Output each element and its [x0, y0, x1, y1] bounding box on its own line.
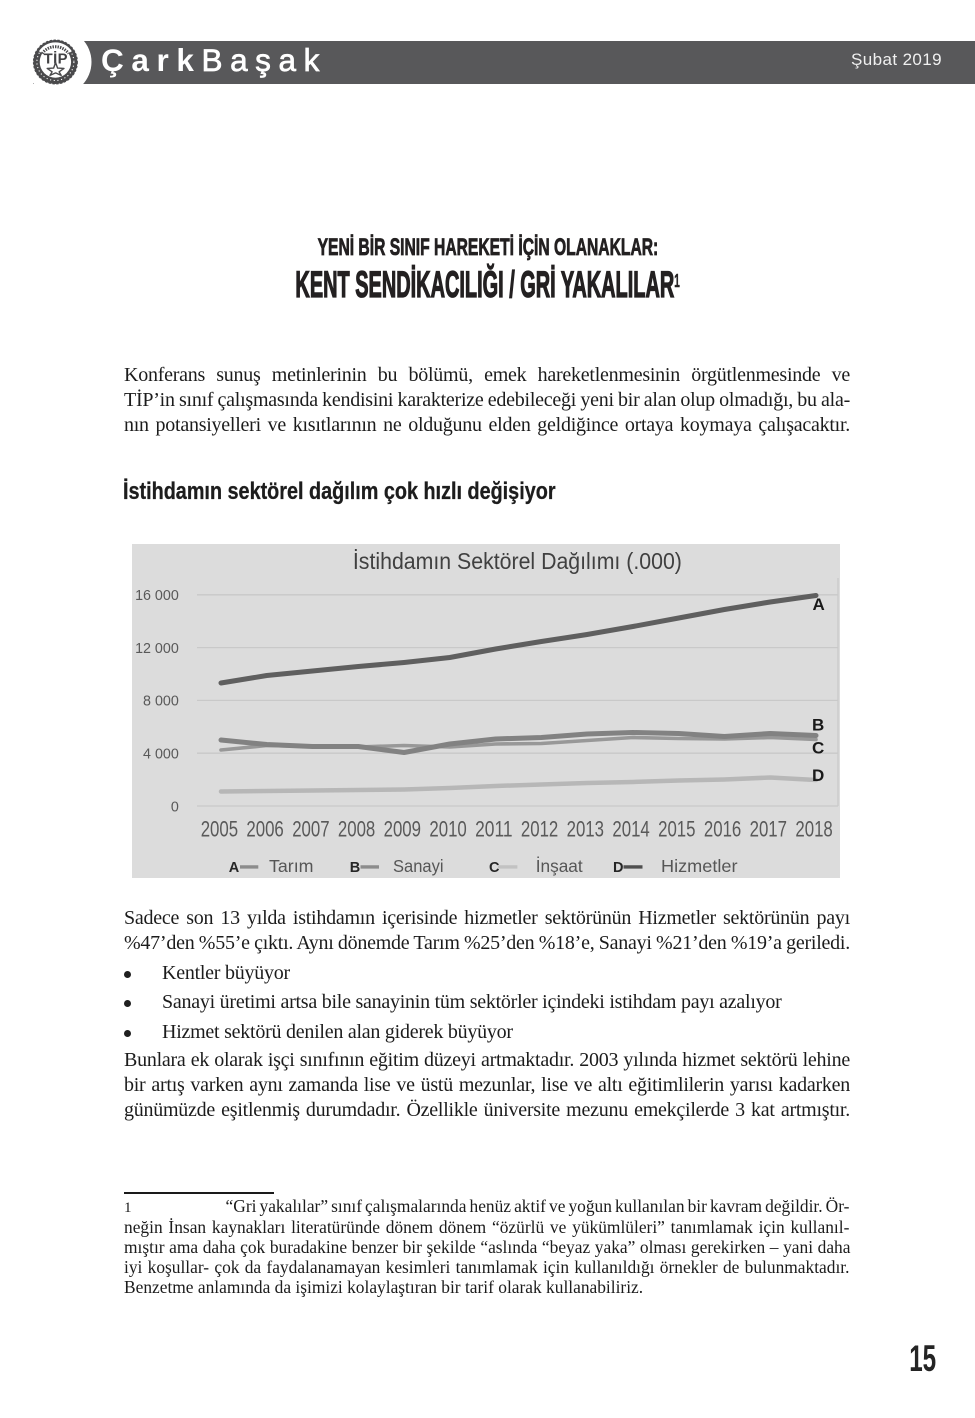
svg-text:2009: 2009 — [384, 817, 421, 842]
svg-text:12 000: 12 000 — [135, 641, 179, 657]
svg-text:2012: 2012 — [521, 817, 558, 842]
svg-text:C: C — [812, 739, 824, 758]
svg-text:B: B — [350, 860, 360, 876]
svg-text:2005: 2005 — [201, 817, 238, 842]
svg-text:8 000: 8 000 — [143, 694, 179, 710]
svg-text:0: 0 — [171, 799, 179, 815]
svg-text:A: A — [229, 860, 240, 876]
svg-text:TİP: TİP — [44, 51, 68, 68]
svg-text:B: B — [812, 716, 824, 735]
svg-text:D: D — [812, 766, 824, 785]
svg-text:16 000: 16 000 — [135, 588, 179, 604]
svg-text:Sanayi: Sanayi — [393, 856, 444, 876]
svg-text:Tarım: Tarım — [269, 856, 314, 876]
svg-text:D: D — [613, 860, 623, 876]
svg-text:A: A — [813, 595, 825, 614]
svg-text:Hizmetler: Hizmetler — [661, 856, 738, 876]
svg-text:2014: 2014 — [612, 817, 649, 842]
svg-text:İnşaat: İnşaat — [536, 856, 583, 876]
svg-text:2006: 2006 — [246, 817, 283, 842]
svg-text:2010: 2010 — [429, 817, 466, 842]
svg-text:2013: 2013 — [567, 817, 604, 842]
svg-text:2016: 2016 — [704, 817, 741, 842]
svg-text:2011: 2011 — [475, 817, 512, 842]
svg-text:C: C — [489, 860, 500, 876]
svg-text:2017: 2017 — [750, 817, 787, 842]
svg-text:4 000: 4 000 — [143, 747, 179, 763]
svg-text:2007: 2007 — [292, 817, 329, 842]
svg-text:2008: 2008 — [338, 817, 375, 842]
svg-text:2018: 2018 — [795, 817, 832, 842]
svg-text:2015: 2015 — [658, 817, 695, 842]
svg-text:İstihdamın Sektörel Dağılımı (: İstihdamın Sektörel Dağılımı (.000) — [353, 548, 682, 574]
